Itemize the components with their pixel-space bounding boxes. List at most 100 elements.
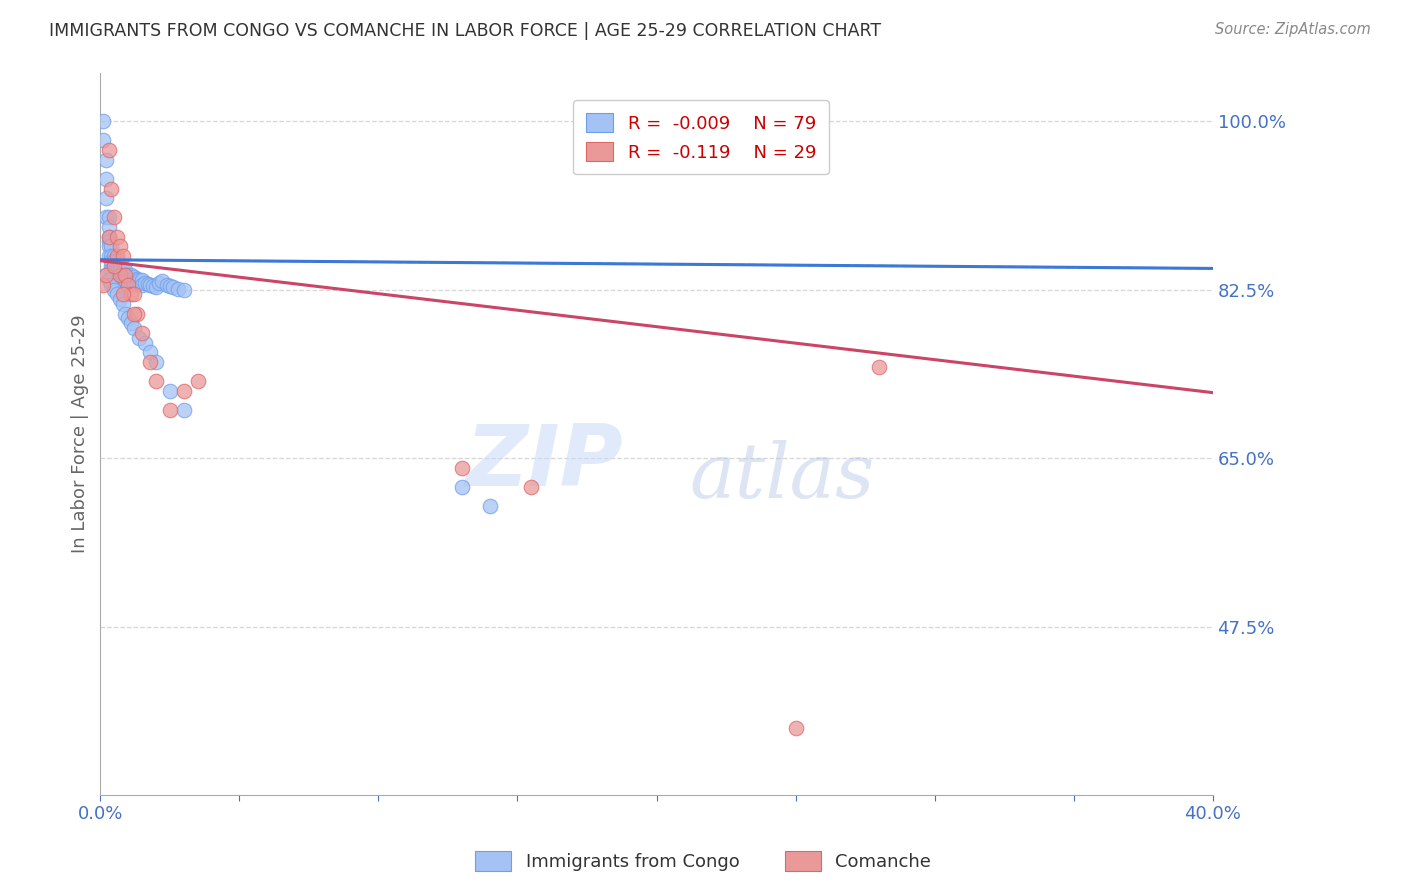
Point bbox=[159, 278, 181, 293]
Point bbox=[103, 259, 125, 273]
Point bbox=[148, 276, 170, 290]
Text: atlas: atlas bbox=[690, 441, 876, 515]
Point bbox=[117, 273, 139, 287]
Point bbox=[868, 359, 890, 374]
Point bbox=[97, 220, 120, 235]
Point bbox=[108, 268, 131, 282]
Point bbox=[94, 153, 117, 167]
Point bbox=[103, 259, 125, 273]
Legend: R =  -0.009    N = 79, R =  -0.119    N = 29: R = -0.009 N = 79, R = -0.119 N = 29 bbox=[574, 100, 828, 174]
Point bbox=[120, 268, 142, 282]
Point bbox=[122, 275, 145, 289]
Point bbox=[103, 253, 125, 268]
Point bbox=[114, 307, 136, 321]
Point bbox=[105, 253, 128, 268]
Point bbox=[108, 259, 131, 273]
Point bbox=[520, 480, 543, 494]
Point bbox=[97, 211, 120, 225]
Point bbox=[105, 229, 128, 244]
Point bbox=[105, 249, 128, 263]
Point bbox=[97, 229, 120, 244]
Point bbox=[114, 268, 136, 282]
Point bbox=[91, 133, 114, 147]
Point bbox=[117, 268, 139, 282]
Point bbox=[105, 259, 128, 273]
Point bbox=[103, 268, 125, 282]
Point bbox=[139, 345, 162, 359]
Point bbox=[111, 287, 134, 301]
Point bbox=[103, 283, 125, 297]
Point bbox=[91, 277, 114, 292]
Point bbox=[105, 263, 128, 277]
Point bbox=[122, 270, 145, 285]
Point bbox=[122, 321, 145, 335]
Point bbox=[108, 239, 131, 253]
Point bbox=[111, 297, 134, 311]
Point bbox=[103, 211, 125, 225]
Point bbox=[94, 268, 117, 282]
Point bbox=[162, 279, 184, 293]
Point bbox=[108, 292, 131, 306]
Point bbox=[97, 229, 120, 244]
Point bbox=[131, 273, 153, 287]
Point bbox=[94, 191, 117, 205]
Text: ZIP: ZIP bbox=[465, 421, 623, 504]
Point bbox=[97, 273, 120, 287]
Point bbox=[139, 355, 162, 369]
Point bbox=[128, 273, 150, 287]
Point bbox=[100, 253, 122, 268]
Point bbox=[122, 307, 145, 321]
Point bbox=[134, 276, 156, 290]
Point bbox=[145, 374, 167, 388]
Point bbox=[97, 235, 120, 249]
Point bbox=[159, 403, 181, 417]
Point bbox=[94, 268, 117, 282]
Point bbox=[100, 277, 122, 292]
Point bbox=[131, 277, 153, 292]
Point bbox=[108, 263, 131, 277]
Point bbox=[120, 316, 142, 330]
Point bbox=[105, 287, 128, 301]
Legend: Immigrants from Congo, Comanche: Immigrants from Congo, Comanche bbox=[468, 844, 938, 879]
Point bbox=[100, 249, 122, 263]
Point bbox=[159, 384, 181, 398]
Point bbox=[120, 287, 142, 301]
Point bbox=[117, 311, 139, 326]
Point bbox=[450, 460, 472, 475]
Point bbox=[105, 268, 128, 282]
Point bbox=[478, 500, 501, 514]
Point bbox=[111, 273, 134, 287]
Point bbox=[117, 277, 139, 292]
Point bbox=[150, 274, 173, 288]
Point bbox=[91, 114, 114, 128]
Point bbox=[111, 268, 134, 282]
Point bbox=[134, 335, 156, 350]
Point bbox=[114, 268, 136, 282]
Point bbox=[122, 287, 145, 301]
Point bbox=[100, 239, 122, 253]
Point bbox=[114, 263, 136, 277]
Point bbox=[114, 273, 136, 287]
Point bbox=[450, 480, 472, 494]
Point bbox=[97, 143, 120, 157]
Text: IMMIGRANTS FROM CONGO VS COMANCHE IN LABOR FORCE | AGE 25-29 CORRELATION CHART: IMMIGRANTS FROM CONGO VS COMANCHE IN LAB… bbox=[49, 22, 882, 40]
Point bbox=[108, 273, 131, 287]
Point bbox=[131, 326, 153, 340]
Point bbox=[94, 211, 117, 225]
Point bbox=[139, 277, 162, 292]
Point bbox=[100, 263, 122, 277]
Text: Source: ZipAtlas.com: Source: ZipAtlas.com bbox=[1215, 22, 1371, 37]
Point bbox=[125, 307, 148, 321]
Point bbox=[108, 268, 131, 282]
Y-axis label: In Labor Force | Age 25-29: In Labor Force | Age 25-29 bbox=[72, 315, 89, 553]
Point bbox=[111, 263, 134, 277]
Point bbox=[187, 374, 209, 388]
Point bbox=[125, 277, 148, 291]
Point bbox=[173, 403, 195, 417]
Point bbox=[128, 331, 150, 345]
Point bbox=[142, 278, 165, 293]
Point bbox=[97, 239, 120, 253]
Point bbox=[145, 355, 167, 369]
Point bbox=[100, 259, 122, 273]
Point bbox=[117, 270, 139, 285]
